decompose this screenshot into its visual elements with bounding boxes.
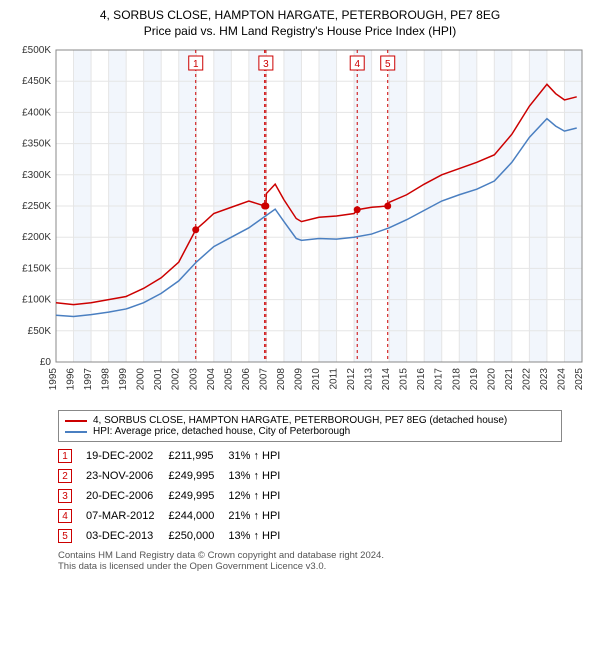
- svg-text:2009: 2009: [293, 368, 304, 391]
- table-row: 1 19-DEC-2002£211,99531% ↑ HPI: [58, 446, 294, 466]
- legend-label: 4, SORBUS CLOSE, HAMPTON HARGATE, PETERB…: [93, 415, 507, 426]
- sale-price: £249,995: [168, 486, 228, 506]
- svg-text:2023: 2023: [539, 368, 550, 391]
- table-row: 4 07-MAR-2012£244,00021% ↑ HPI: [58, 506, 294, 526]
- svg-text:£50K: £50K: [28, 326, 52, 337]
- sale-price: £244,000: [168, 506, 228, 526]
- svg-text:2001: 2001: [153, 368, 164, 391]
- svg-text:2014: 2014: [381, 368, 392, 391]
- svg-text:2003: 2003: [188, 368, 199, 391]
- sale-number-badge: 2: [58, 469, 72, 483]
- svg-text:2008: 2008: [276, 368, 287, 391]
- svg-text:2007: 2007: [258, 368, 269, 391]
- sale-num-cell: 5: [58, 526, 86, 546]
- svg-text:2016: 2016: [416, 368, 427, 391]
- svg-text:2011: 2011: [329, 368, 340, 390]
- chart-title-block: 4, SORBUS CLOSE, HAMPTON HARGATE, PETERB…: [8, 8, 592, 38]
- svg-text:2013: 2013: [364, 368, 375, 391]
- svg-text:£0: £0: [40, 357, 52, 368]
- svg-text:£150K: £150K: [22, 263, 51, 274]
- svg-text:2000: 2000: [136, 368, 147, 391]
- svg-text:£200K: £200K: [22, 232, 51, 243]
- sale-pct: 12% ↑ HPI: [228, 486, 294, 506]
- sale-pct: 13% ↑ HPI: [228, 466, 294, 486]
- svg-text:£450K: £450K: [22, 76, 51, 87]
- sale-date: 23-NOV-2006: [86, 466, 168, 486]
- sale-date: 07-MAR-2012: [86, 506, 168, 526]
- sale-price: £211,995: [168, 446, 228, 466]
- svg-text:2021: 2021: [504, 368, 515, 391]
- legend: 4, SORBUS CLOSE, HAMPTON HARGATE, PETERB…: [58, 410, 562, 442]
- sales-table: 1 19-DEC-2002£211,99531% ↑ HPI 2 23-NOV-200…: [58, 446, 294, 546]
- sale-num-cell: 3: [58, 486, 86, 506]
- sale-num-cell: 2: [58, 466, 86, 486]
- table-row: 5 03-DEC-2013£250,00013% ↑ HPI: [58, 526, 294, 546]
- svg-text:2022: 2022: [521, 368, 532, 391]
- svg-text:1998: 1998: [101, 368, 112, 391]
- svg-text:2017: 2017: [434, 368, 445, 391]
- table-row: 3 20-DEC-2006£249,99512% ↑ HPI: [58, 486, 294, 506]
- title-line1: 4, SORBUS CLOSE, HAMPTON HARGATE, PETERB…: [8, 8, 592, 22]
- table-row: 2 23-NOV-2006£249,99513% ↑ HPI: [58, 466, 294, 486]
- legend-label: HPI: Average price, detached house, City…: [93, 426, 350, 437]
- svg-text:1999: 1999: [118, 368, 129, 391]
- svg-text:3: 3: [263, 59, 269, 70]
- sale-number-badge: 4: [58, 509, 72, 523]
- sale-date: 20-DEC-2006: [86, 486, 168, 506]
- sale-date: 19-DEC-2002: [86, 446, 168, 466]
- svg-text:2004: 2004: [206, 368, 217, 391]
- legend-swatch: [65, 431, 87, 433]
- svg-text:2002: 2002: [171, 368, 182, 391]
- sale-pct: 31% ↑ HPI: [228, 446, 294, 466]
- legend-item: 4, SORBUS CLOSE, HAMPTON HARGATE, PETERB…: [65, 415, 555, 426]
- sale-pct: 13% ↑ HPI: [228, 526, 294, 546]
- footer-line2: This data is licensed under the Open Gov…: [58, 561, 562, 572]
- legend-item: HPI: Average price, detached house, City…: [65, 426, 555, 437]
- footer-attribution: Contains HM Land Registry data © Crown c…: [58, 550, 562, 572]
- svg-text:2019: 2019: [469, 368, 480, 391]
- sale-num-cell: 1: [58, 446, 86, 466]
- svg-text:1996: 1996: [66, 368, 77, 391]
- svg-text:5: 5: [385, 59, 391, 70]
- sale-number-badge: 5: [58, 529, 72, 543]
- svg-text:£350K: £350K: [22, 139, 51, 150]
- sale-date: 03-DEC-2013: [86, 526, 168, 546]
- sale-price: £249,995: [168, 466, 228, 486]
- sale-number-badge: 1: [58, 449, 72, 463]
- svg-text:2025: 2025: [574, 368, 585, 391]
- svg-text:2006: 2006: [241, 368, 252, 391]
- sale-number-badge: 3: [58, 489, 72, 503]
- title-line2: Price paid vs. HM Land Registry's House …: [8, 24, 592, 38]
- svg-text:£300K: £300K: [22, 170, 51, 181]
- svg-text:1997: 1997: [83, 368, 94, 391]
- svg-text:2005: 2005: [223, 368, 234, 391]
- svg-text:£500K: £500K: [22, 45, 51, 56]
- price-chart: £0 £50K £100K £150K £200K £250K £300K £350K £400…: [8, 44, 592, 404]
- legend-swatch: [65, 420, 87, 422]
- footer-line1: Contains HM Land Registry data © Crown c…: [58, 550, 562, 561]
- svg-text:£400K: £400K: [22, 107, 51, 118]
- svg-text:£250K: £250K: [22, 201, 51, 212]
- svg-text:2018: 2018: [451, 368, 462, 391]
- svg-text:2020: 2020: [486, 368, 497, 391]
- svg-text:1995: 1995: [48, 368, 59, 391]
- svg-text:2015: 2015: [399, 368, 410, 391]
- sale-price: £250,000: [168, 526, 228, 546]
- svg-text:2012: 2012: [346, 368, 357, 391]
- svg-text:2024: 2024: [556, 368, 567, 391]
- sale-pct: 21% ↑ HPI: [228, 506, 294, 526]
- svg-text:2010: 2010: [311, 368, 322, 391]
- sale-num-cell: 4: [58, 506, 86, 526]
- svg-text:£100K: £100K: [22, 295, 51, 306]
- svg-text:4: 4: [354, 59, 360, 70]
- svg-text:1: 1: [193, 59, 199, 70]
- chart-container: £0 £50K £100K £150K £200K £250K £300K £350K £400…: [8, 44, 592, 404]
